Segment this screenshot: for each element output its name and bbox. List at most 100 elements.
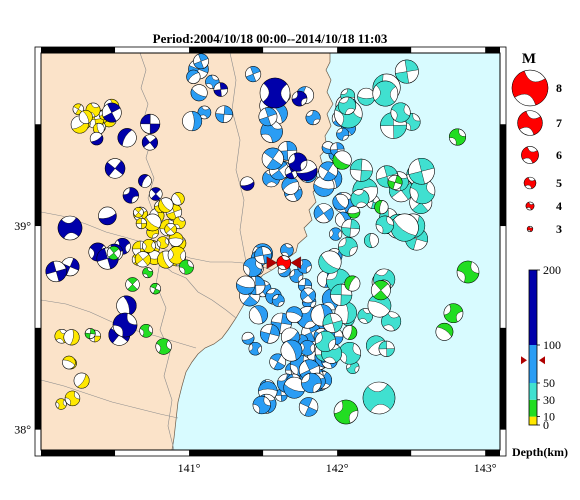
focal-mechanism	[167, 246, 186, 265]
focal-mechanism	[347, 205, 361, 219]
beachball-compression	[254, 305, 268, 324]
focal-mechanism	[135, 217, 148, 230]
focal-mechanism	[133, 207, 144, 218]
focal-mechanism	[158, 197, 174, 213]
focal-mechanism	[269, 353, 287, 371]
depth-color-scale: 010 30 50 100 200 Depth(km)	[512, 263, 568, 459]
map-frame	[34, 46, 507, 457]
beachball-compression	[330, 283, 353, 306]
axis-tick-labels: 141° 142° 143° 38° 39°	[14, 219, 497, 475]
focal-mechanism	[342, 325, 358, 340]
beachball-compression	[332, 154, 351, 170]
focal-mechanism	[329, 227, 343, 241]
focal-mechanism	[338, 237, 358, 257]
focal-mechanism	[101, 102, 122, 123]
frame-tick-top	[337, 47, 412, 53]
focal-mechanism	[142, 239, 156, 253]
focal-mechanism	[332, 193, 349, 211]
focal-mechanism	[456, 260, 480, 284]
map-title: Period:2004/10/18 00:00--2014/10/18 11:0…	[152, 31, 388, 46]
focal-mechanism	[156, 236, 170, 249]
focal-mechanism	[283, 376, 306, 399]
beachball-compression	[157, 251, 170, 269]
focal-mechanism	[443, 303, 464, 324]
focal-mechanism	[155, 338, 172, 355]
frame-tick-bottom	[189, 450, 264, 456]
focal-mechanism	[171, 192, 185, 206]
beachball-compression	[338, 342, 361, 365]
beachball-compression	[127, 277, 138, 292]
focal-mechanism	[357, 308, 374, 324]
beachball-compression	[112, 312, 138, 338]
magnitude-legend-label: 5	[556, 176, 562, 190]
beachball-compression	[296, 167, 318, 181]
beachball-compression	[174, 192, 185, 205]
frame-tick-top	[485, 47, 500, 53]
focal-mechanism	[64, 390, 81, 407]
beachball-compression	[366, 335, 385, 352]
beachball-compression	[322, 313, 343, 333]
depth-marker	[521, 356, 545, 365]
beachball-compression	[156, 338, 172, 355]
focal-mechanism	[193, 53, 209, 70]
beachball-compression	[344, 275, 357, 291]
beachball-compression	[347, 211, 361, 219]
focal-mechanism	[98, 206, 117, 226]
depth-band	[529, 416, 537, 425]
focal-mechanism	[390, 213, 419, 242]
depth-scale-label: Depth(km)	[512, 445, 568, 459]
focal-mechanism	[333, 399, 359, 425]
focal-mechanism	[372, 80, 399, 107]
focal-mechanism	[338, 342, 362, 365]
beachball-compression	[117, 128, 133, 147]
focal-mechanism	[143, 213, 162, 232]
beachball-compression	[395, 59, 419, 84]
beachball-compression	[391, 102, 411, 123]
beachball-compression	[289, 269, 304, 283]
focal-mechanism	[243, 257, 263, 278]
beachball-compression	[313, 205, 334, 222]
focal-mechanism	[297, 259, 312, 274]
beachball-compression	[84, 328, 96, 339]
beachball-compression	[215, 105, 233, 123]
beachball-compression	[333, 399, 359, 425]
focal-mechanism	[117, 128, 137, 148]
focal-mechanism	[521, 146, 539, 164]
beachball-compression	[523, 177, 537, 189]
focal-mechanism	[523, 176, 537, 190]
focal-mechanism	[125, 277, 140, 292]
magnitude-legend-title: M	[522, 51, 536, 67]
beachball-compression	[236, 283, 255, 295]
beachball-compression	[280, 243, 294, 257]
beachball-compression	[278, 267, 291, 278]
frame-tick-left	[35, 124, 41, 227]
beachball-compression	[456, 260, 480, 284]
beachball-compression	[123, 295, 137, 316]
frame-tick-bottom	[485, 450, 500, 456]
focal-mechanism	[305, 110, 321, 126]
focal-mechanism	[375, 215, 395, 235]
beachball-compression	[90, 134, 104, 146]
focal-mechanism	[173, 216, 186, 230]
beachball-compression	[288, 152, 308, 172]
depth-tick-label: 0	[543, 418, 549, 432]
beachball-compression	[190, 88, 207, 102]
frame-tick-left	[35, 327, 41, 430]
focal-mechanism	[318, 161, 338, 182]
lon-tick-label: 143°	[474, 461, 497, 475]
focal-mechanism	[149, 187, 163, 201]
beachball-compression	[158, 199, 171, 213]
focal-mechanism	[517, 110, 543, 136]
frame-tick-bottom	[337, 450, 412, 456]
beachball-compression	[138, 174, 149, 187]
focal-mechanism	[252, 395, 271, 415]
focal-mechanism	[178, 259, 194, 275]
focal-mechanism	[330, 283, 353, 306]
beachball-compression	[387, 175, 403, 190]
depth-band	[529, 383, 537, 400]
focal-mechanism	[322, 313, 343, 333]
beachball-compression	[300, 340, 314, 356]
beachball-compression	[173, 216, 186, 229]
beachball-compression	[262, 77, 288, 109]
focal-mechanism	[240, 176, 255, 191]
